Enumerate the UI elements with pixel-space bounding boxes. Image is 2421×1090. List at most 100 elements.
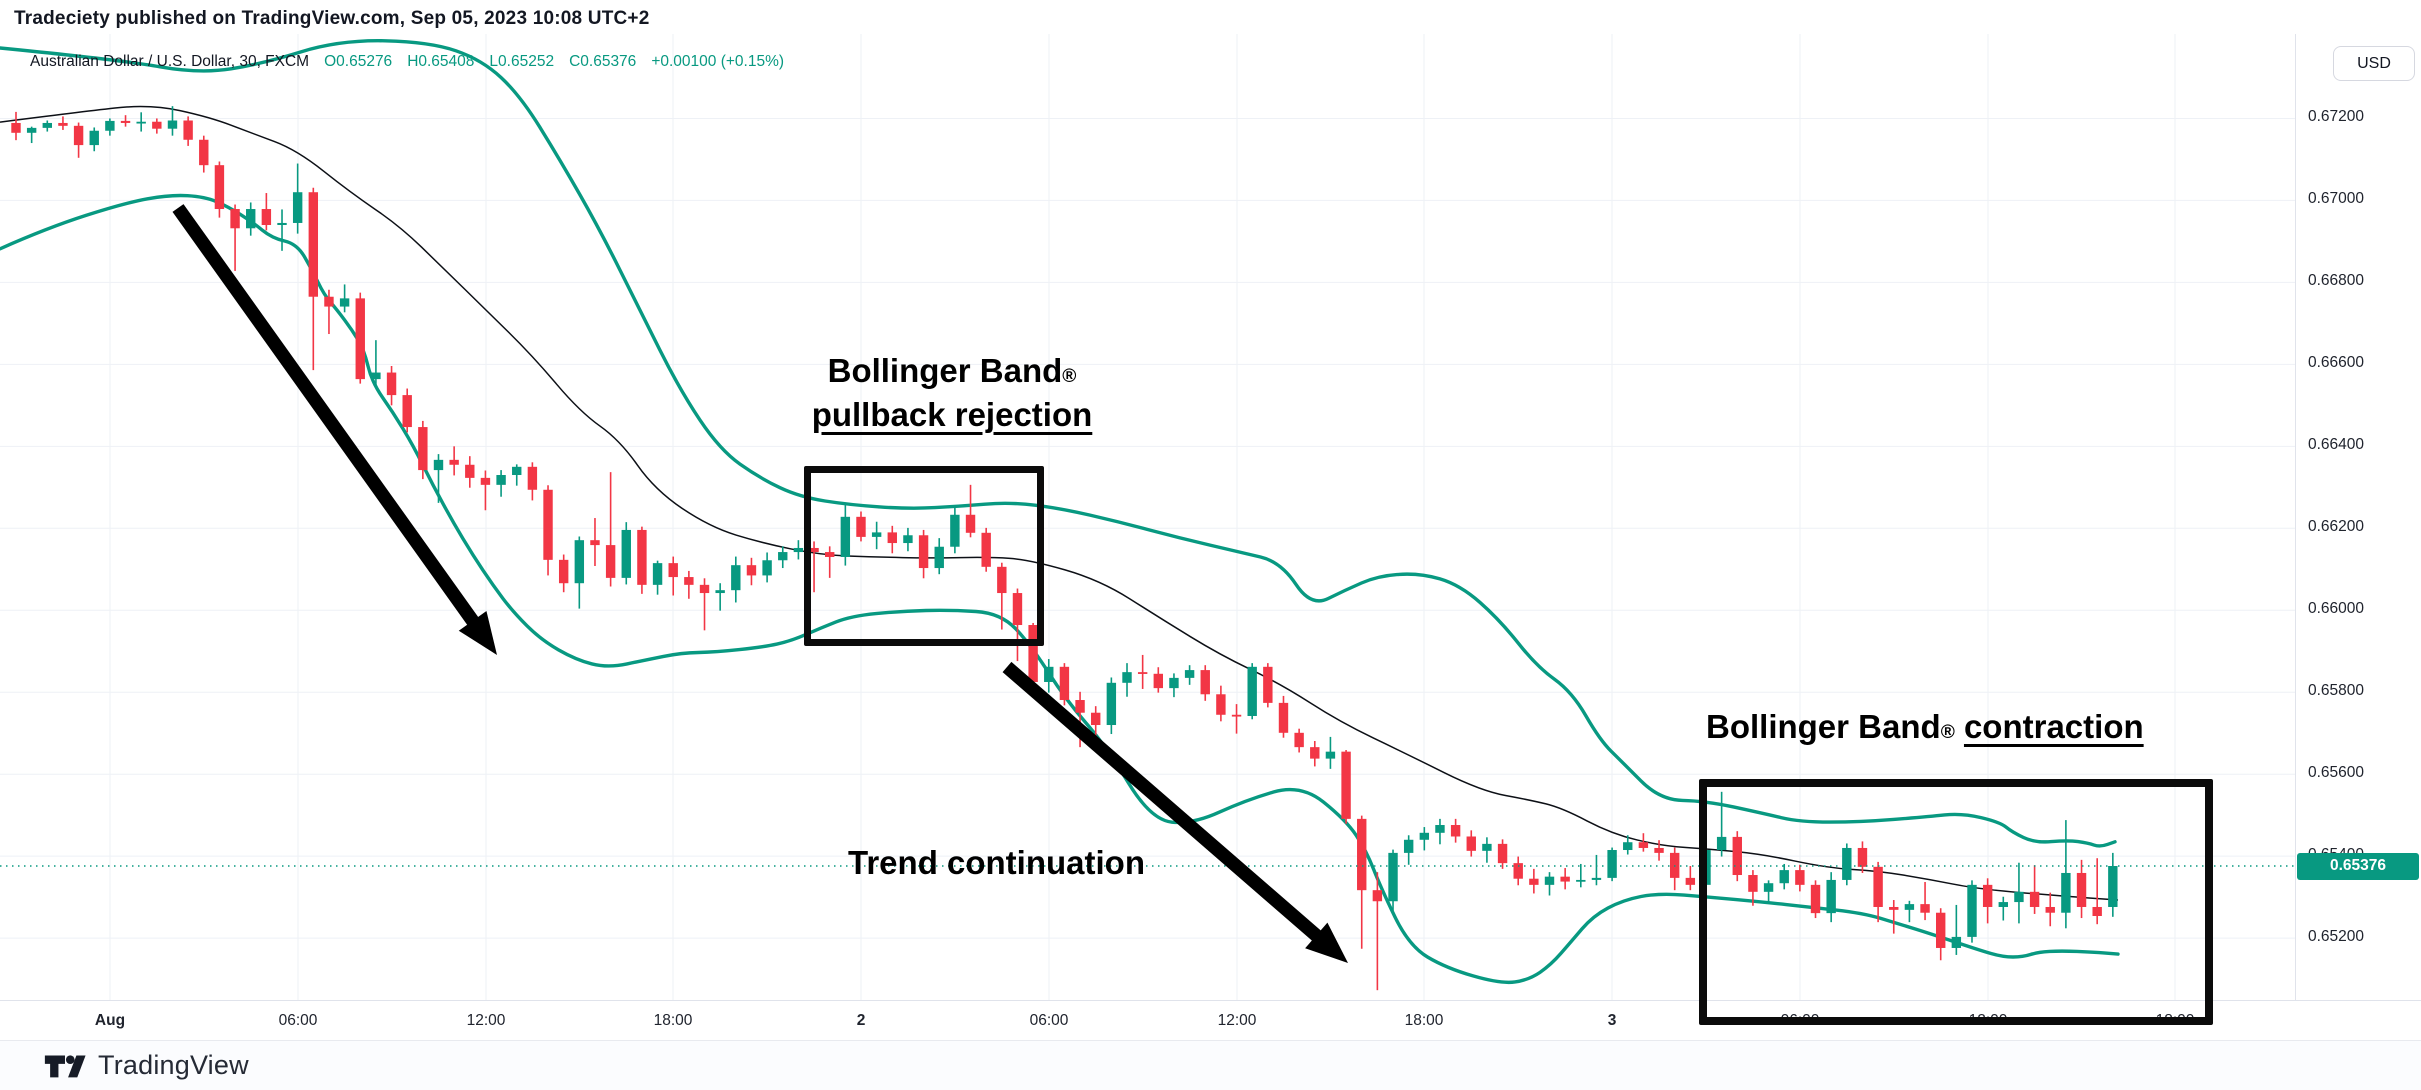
- candle: [1075, 700, 1085, 713]
- symbol-legend[interactable]: Australian Dollar / U.S. Dollar, 30, FXC…: [30, 53, 784, 71]
- candle: [277, 222, 287, 226]
- candle: [1607, 850, 1617, 878]
- candle: [903, 535, 913, 544]
- candle: [950, 514, 960, 547]
- downtrend-arrow-2-head: [1305, 922, 1348, 963]
- candle: [246, 209, 256, 229]
- price-axis-label: 0.66000: [2308, 600, 2365, 618]
- candle: [230, 209, 240, 229]
- candle: [605, 545, 616, 578]
- candle: [105, 120, 115, 131]
- candle: [965, 514, 976, 533]
- bollinger-lower-band: [0, 193, 2120, 985]
- contraction-label[interactable]: Bollinger Band® contraction: [1706, 708, 2144, 745]
- candle: [480, 477, 491, 485]
- candle: [1967, 884, 1977, 937]
- candle: [120, 120, 131, 123]
- candle: [1576, 879, 1586, 882]
- candle: [887, 532, 897, 544]
- registered-mark: ®: [1062, 366, 1077, 387]
- registered-mark: ®: [1940, 722, 1955, 743]
- candle: [715, 590, 725, 594]
- candle: [1247, 666, 1257, 716]
- candle: [1998, 902, 2008, 907]
- candle: [1091, 712, 1101, 726]
- candle: [2045, 906, 2055, 913]
- time-axis-label: 18:00: [1404, 1012, 1444, 1029]
- candle: [1231, 714, 1242, 717]
- candle: [1325, 751, 1336, 759]
- candle: [1842, 847, 1852, 880]
- candle: [1513, 863, 1523, 879]
- downtrend-arrow-2[interactable]: [1002, 661, 1327, 946]
- candle: [292, 192, 303, 223]
- currency-toggle-button[interactable]: USD: [2333, 46, 2415, 81]
- pullback-rejection-label[interactable]: Bollinger Band® pullback rejection: [811, 352, 1093, 433]
- downtrend-arrow-1-head: [458, 610, 497, 655]
- candle: [1028, 625, 1038, 682]
- candle: [1106, 682, 1117, 726]
- candle: [1920, 904, 1930, 913]
- tradingview-logo[interactable]: TradingView: [44, 1050, 249, 1081]
- candle: [1059, 666, 1070, 701]
- time-axis-label: 18:00: [653, 1012, 693, 1029]
- candle: [1044, 666, 1054, 682]
- candle: [981, 532, 991, 567]
- time-axis-label: 12:00: [1217, 1012, 1257, 1029]
- candle: [512, 466, 522, 476]
- candle: [167, 120, 178, 129]
- price-axis-label: 0.66200: [2308, 518, 2365, 536]
- candle: [339, 298, 350, 307]
- candle: [1450, 825, 1461, 837]
- candle: [1419, 832, 1430, 840]
- downtrend-arrow-1[interactable]: [172, 204, 483, 632]
- candle: [324, 296, 334, 307]
- tradingview-logo-icon: [44, 1054, 86, 1077]
- time-axis-label: 06:00: [278, 1012, 318, 1029]
- candle: [1216, 694, 1226, 715]
- candle: [1310, 747, 1320, 759]
- candle: [871, 532, 882, 537]
- pullback-rejection-box[interactable]: [804, 466, 1044, 646]
- candle: [934, 546, 944, 569]
- tradingview-wordmark: TradingView: [98, 1050, 249, 1080]
- candle: [1810, 884, 1821, 914]
- bollinger-upper-band: [0, 39, 2117, 848]
- price-axis-label: 0.65600: [2308, 764, 2365, 782]
- candle: [1748, 875, 1758, 892]
- candle: [1482, 843, 1492, 851]
- bollinger-basis-line: [0, 105, 2119, 901]
- candle: [214, 165, 225, 210]
- candle: [1153, 673, 1164, 689]
- candle: [809, 547, 819, 553]
- candle: [1529, 878, 1539, 885]
- candle: [1889, 906, 1899, 910]
- published-attribution: Tradeciety published on TradingView.com,…: [14, 8, 650, 29]
- candle: [2029, 891, 2040, 907]
- candle: [402, 395, 412, 428]
- candle: [1638, 842, 1649, 848]
- candle: [449, 459, 459, 465]
- candle: [1732, 836, 1742, 876]
- candle: [136, 121, 146, 124]
- candle: [918, 535, 929, 569]
- time-axis-separator: [0, 1000, 2421, 1001]
- time-axis-label: Aug: [94, 1012, 126, 1029]
- candle: [1403, 839, 1414, 853]
- candle: [1779, 870, 1789, 884]
- contraction-box[interactable]: [1699, 779, 2213, 1025]
- trend-continuation-label[interactable]: Trend continuation: [848, 844, 1145, 881]
- footer-bar: TradingView: [0, 1040, 2421, 1090]
- candle: [183, 120, 193, 140]
- candle: [1263, 666, 1273, 703]
- candle: [418, 427, 428, 471]
- current-price-badge: 0.65376: [2297, 852, 2419, 880]
- price-axis-separator: [2295, 34, 2296, 1000]
- legend-o-value: O0.65276: [324, 53, 393, 70]
- candle: [558, 559, 569, 584]
- price-axis-label: 0.65200: [2308, 928, 2365, 946]
- candle: [1435, 825, 1445, 833]
- candle: [2061, 872, 2071, 913]
